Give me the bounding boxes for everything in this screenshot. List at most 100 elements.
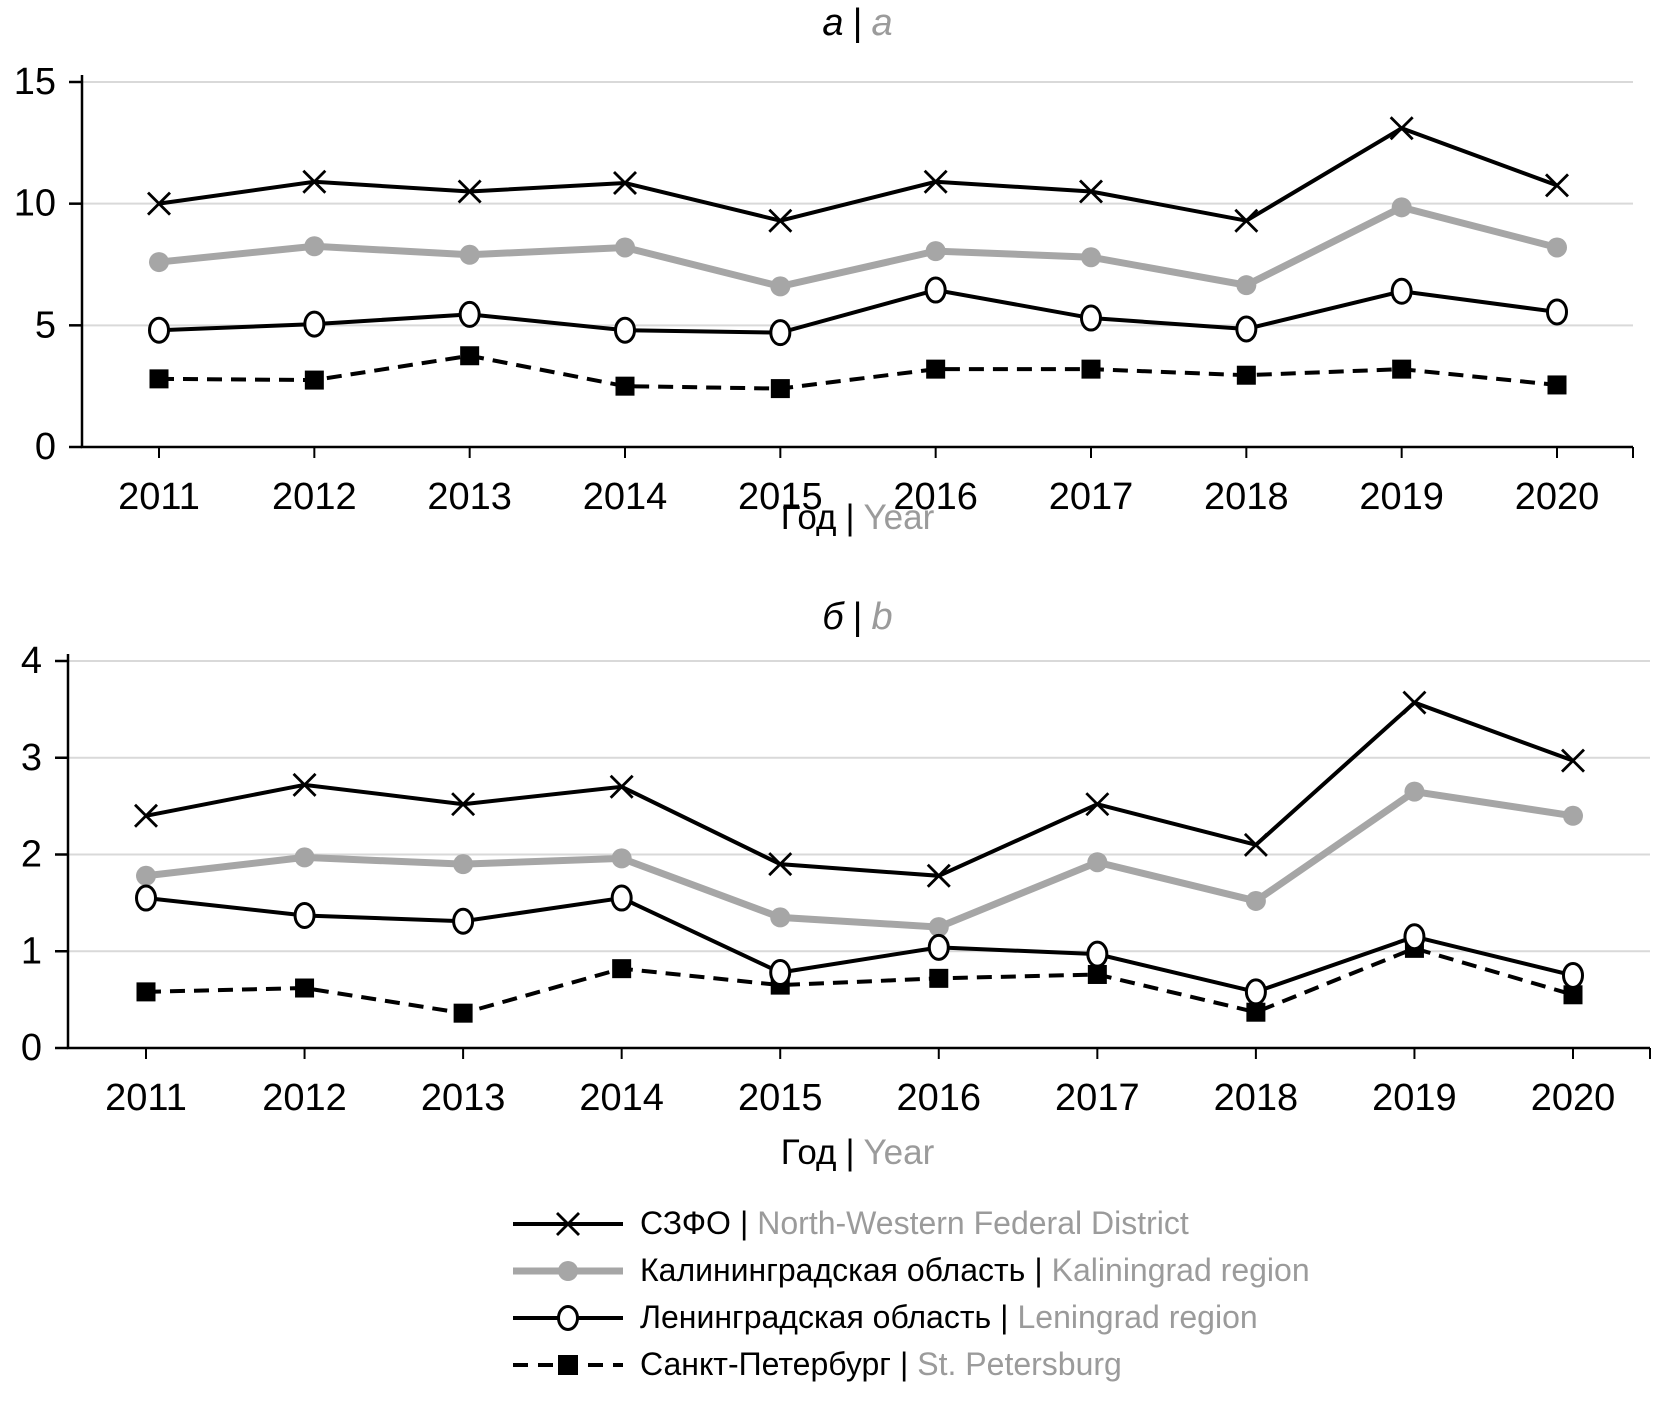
y-tick-label: 2	[21, 834, 42, 876]
legend-item-szfo: СЗФО | North-Western Federal District	[0, 1200, 1660, 1247]
title-separator: |	[845, 1133, 855, 1172]
legend-label-ru: СЗФО	[640, 1205, 731, 1241]
filled-square-marker	[304, 370, 324, 390]
filled-circle-marker	[453, 854, 474, 875]
filled-circle-marker	[925, 241, 946, 262]
legend-label-en: Leningrad region	[1017, 1299, 1258, 1335]
x-marker	[134, 803, 158, 828]
title-separator: |	[845, 498, 855, 537]
y-tick-label: 3	[21, 737, 42, 779]
legend-label-en: North-Western Federal District	[757, 1205, 1189, 1241]
filled-square-marker	[1392, 359, 1412, 379]
filled-square-marker	[926, 359, 946, 379]
filled-circle-marker	[615, 237, 635, 258]
filled-circle-marker	[1404, 781, 1425, 802]
legend-item-kaliningrad: Калининградская область | Kaliningrad regi…	[0, 1247, 1660, 1294]
x-marker	[1079, 179, 1103, 204]
filled-circle-marker	[1081, 247, 1101, 268]
x-tick-label: 2011	[118, 476, 200, 518]
legend-dashed-line-square-icon	[513, 1354, 623, 1375]
x-marker	[1085, 792, 1110, 817]
open-circle-marker	[303, 310, 326, 338]
x-axis-title-en: Year	[863, 498, 935, 537]
open-circle-marker	[148, 316, 170, 344]
y-tick-label: 4	[21, 640, 42, 682]
filled-square-marker	[770, 379, 790, 399]
open-circle-marker	[1244, 978, 1267, 1006]
filled-circle-marker	[1236, 275, 1257, 296]
open-circle-marker	[1546, 298, 1568, 326]
open-circle-marker	[1235, 315, 1258, 343]
panel-a-title-en: a	[871, 2, 893, 44]
legend-line-open-circle-icon	[513, 1304, 623, 1331]
panel-b-title-ru: б	[822, 596, 844, 638]
open-circle-marker	[1403, 923, 1426, 951]
x-tick-label: 2020	[1515, 476, 1600, 518]
x-tick-label: 2019	[1359, 476, 1444, 518]
x-marker	[1561, 748, 1585, 773]
legend-item-spb: Санкт-Петербург | St. Petersburg	[0, 1341, 1660, 1388]
x-tick-label: 2016	[897, 1077, 982, 1119]
series-line	[158, 203, 1558, 290]
panel-a-title: а | a	[82, 2, 1633, 45]
x-tick-label: 2015	[738, 476, 823, 518]
series-line	[145, 946, 1574, 1016]
x-marker	[292, 772, 317, 797]
filled-circle-marker	[928, 917, 949, 938]
filled-square-marker	[136, 982, 156, 1002]
legend: СЗФО | North-Western Federal District Кали…	[0, 1200, 1660, 1388]
series-line	[145, 700, 1574, 878]
filled-square-marker	[1236, 365, 1256, 385]
chart-a-x-axis-title: Год | Year	[82, 498, 1633, 538]
x-marker	[1234, 208, 1259, 233]
x-tick-label: 2012	[272, 476, 357, 518]
x-marker	[451, 792, 476, 817]
legend-separator: |	[739, 1205, 749, 1241]
title-separator: |	[852, 2, 863, 44]
series-szfo	[134, 690, 1585, 888]
x-tick-label: 2017	[1055, 1077, 1140, 1119]
open-circle-marker	[452, 907, 475, 935]
legend-label-ru: Калининградская область	[640, 1252, 1026, 1288]
open-circle-marker	[458, 300, 481, 328]
open-circle-marker	[1086, 940, 1109, 968]
filled-circle-marker	[294, 847, 315, 868]
x-tick-label: 2012	[262, 1077, 347, 1119]
x-marker	[1389, 116, 1414, 141]
filled-circle-marker	[304, 236, 325, 257]
open-circle-marker	[1080, 304, 1102, 332]
x-tick-label: 2014	[583, 476, 668, 518]
series-kaliningrad	[149, 197, 1567, 297]
series-line	[145, 895, 1574, 994]
filled-square-marker	[929, 968, 949, 988]
y-tick-label: 15	[14, 61, 56, 103]
x-marker	[147, 191, 171, 216]
chart-panel-a: 0 5 10 15 2011 2012 2013 2014 2015 2016 2017 2018 20…	[14, 61, 1634, 518]
x-tick-label: 2016	[893, 476, 978, 518]
legend-label-en: St. Petersburg	[917, 1346, 1122, 1382]
open-circle-marker	[927, 933, 950, 961]
title-separator: |	[852, 596, 863, 638]
open-circle-marker	[614, 316, 636, 344]
open-circle-marker	[610, 884, 633, 912]
series-line	[158, 126, 1558, 223]
filled-square-marker	[453, 1003, 473, 1023]
x-tick-label: 2013	[427, 476, 512, 518]
legend-label-ru: Ленинградская область	[640, 1299, 992, 1335]
filled-square-marker	[460, 346, 480, 366]
filled-square-marker	[1563, 985, 1583, 1005]
open-circle-marker	[769, 959, 792, 987]
open-circle-marker	[293, 901, 316, 929]
open-circle-marker	[135, 884, 157, 912]
legend-separator: |	[1000, 1299, 1009, 1335]
legend-separator: |	[1034, 1252, 1043, 1288]
filled-circle-marker	[770, 276, 791, 297]
x-marker	[302, 169, 327, 194]
filled-square-marker	[1087, 964, 1107, 984]
y-tick-label: 0	[35, 426, 56, 468]
x-marker	[1243, 832, 1268, 857]
legend-label-ru: Санкт-Петербург	[640, 1346, 891, 1382]
series-kaliningrad	[136, 781, 1583, 938]
x-marker	[1545, 173, 1569, 198]
